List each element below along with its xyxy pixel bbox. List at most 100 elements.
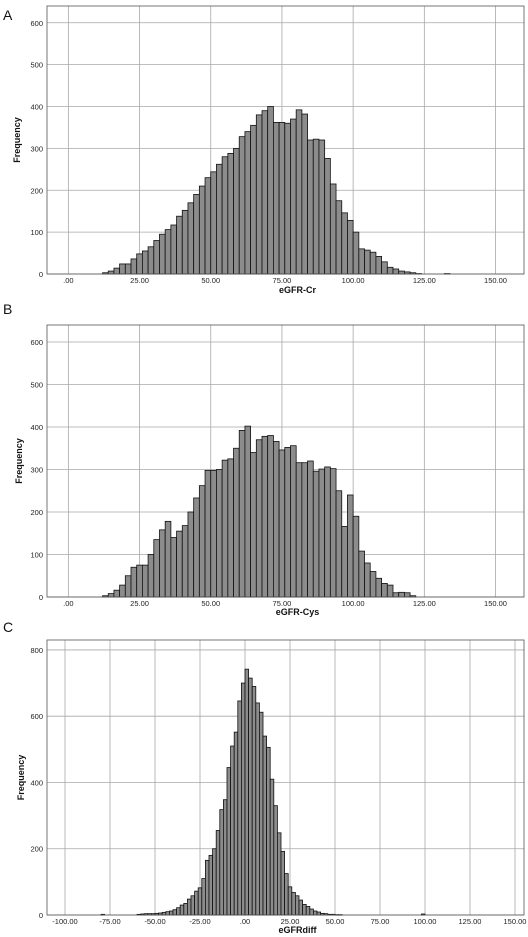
histogram-bar	[238, 429, 246, 598]
histogram-bar	[341, 526, 348, 598]
histogram-bar	[298, 899, 303, 916]
histogram-bar	[358, 550, 365, 598]
x-tick-label: 75.00	[273, 276, 292, 285]
y-tick-label: 800	[30, 646, 43, 655]
histogram-bar	[261, 435, 269, 598]
histogram-bar	[244, 131, 252, 275]
histogram-panel-a: A .00 25.00 50.00 75.00 100.00 125.00 150.00 0 10…	[3, 5, 525, 295]
plot-frame	[46, 5, 525, 275]
histogram-bar	[119, 263, 126, 275]
histogram-bar	[352, 515, 360, 598]
histogram-bar	[294, 895, 300, 916]
histogram-bar	[204, 469, 212, 598]
histogram-bar	[124, 263, 132, 275]
panel-label: B	[3, 301, 12, 317]
histogram-bar	[329, 468, 337, 598]
histogram-bar	[386, 266, 394, 275]
x-tick-label: .00	[63, 276, 73, 285]
x-tick-label: 25.00	[130, 599, 149, 608]
histogram-bar	[284, 873, 289, 916]
histogram-bar	[290, 445, 297, 598]
x-tick-label: 150.00	[484, 599, 507, 608]
histogram-bar	[164, 229, 172, 275]
histogram-bar	[347, 219, 354, 275]
histogram-bar	[266, 746, 271, 916]
histogram-bar	[212, 848, 217, 916]
y-axis-title: Frequency	[16, 755, 26, 801]
histogram-bar	[364, 249, 371, 275]
histogram-bar	[309, 908, 314, 916]
histogram-bar	[244, 668, 249, 916]
histogram-bar	[284, 446, 291, 598]
y-tick-label: 500	[30, 61, 43, 70]
histogram-bar	[141, 564, 149, 598]
histogram-bar	[324, 466, 331, 598]
x-tick-label: 100.00	[342, 276, 365, 285]
y-tick-label: 0	[39, 593, 43, 602]
histogram-bar	[369, 571, 377, 598]
histogram-bar	[176, 215, 183, 275]
x-axis-title: eGFRdiff	[279, 925, 318, 935]
histogram-bar	[267, 106, 274, 275]
histogram-bar	[278, 122, 286, 275]
histogram-bar	[272, 122, 280, 275]
histogram-bar	[226, 767, 231, 916]
histogram-bar	[381, 261, 388, 275]
histogram-bar	[398, 591, 405, 598]
histogram-bar	[392, 592, 400, 598]
histogram-bar	[187, 511, 195, 598]
histogram-bar	[375, 256, 383, 275]
histogram-bar	[244, 425, 252, 598]
histogram-bar	[233, 447, 240, 598]
histogram-bar	[179, 904, 185, 916]
y-tick-label: 0	[39, 270, 43, 279]
histogram-bar	[198, 485, 206, 598]
histogram-bar	[176, 907, 181, 916]
histogram-bar	[190, 895, 195, 916]
y-tick-label: 300	[30, 144, 43, 153]
histogram-bar	[250, 452, 257, 598]
histogram-bar	[227, 152, 234, 275]
histogram-bar	[147, 246, 155, 275]
histogram-bar	[153, 539, 160, 598]
histogram-bar	[295, 462, 303, 598]
histogram-bar	[295, 109, 303, 275]
y-tick-label: 600	[30, 338, 43, 347]
histogram-bar	[230, 745, 235, 916]
histogram-bar	[273, 805, 278, 916]
histogram-bar	[176, 530, 183, 598]
y-tick-label: 500	[30, 381, 43, 390]
histogram-bar	[210, 171, 217, 275]
histogram-bar	[194, 890, 199, 916]
histogram-bar	[301, 113, 308, 275]
histogram-bar	[181, 525, 189, 598]
plot-frame	[46, 639, 525, 916]
histogram-bar	[255, 702, 260, 916]
histogram-bar	[187, 202, 195, 275]
histogram-bar	[233, 731, 239, 916]
histogram-bar	[248, 677, 253, 916]
histogram-bar	[364, 562, 371, 598]
x-axis-title: eGFR-Cr	[279, 285, 316, 295]
y-tick-label: 400	[30, 778, 43, 787]
histogram-bar	[269, 778, 275, 916]
histogram-bar	[284, 122, 291, 275]
histogram-bar	[193, 194, 200, 275]
histogram-bar	[250, 124, 257, 275]
histogram-bar	[276, 832, 282, 916]
histogram-bar	[352, 231, 360, 275]
x-tick-label: 50.00	[201, 599, 220, 608]
x-tick-label: 125.00	[459, 917, 482, 926]
panel-label: C	[3, 619, 13, 635]
histogram-bar	[358, 248, 365, 275]
y-tick-label: 200	[30, 845, 43, 854]
histogram-bar	[221, 156, 229, 275]
x-axis-title: eGFR-Cys	[276, 607, 320, 617]
y-tick-label: 100	[30, 551, 43, 560]
histogram-bar	[280, 850, 285, 916]
histogram-bar	[141, 250, 149, 275]
x-tick-label: -25.00	[189, 917, 210, 926]
panel-label: A	[3, 7, 13, 23]
histogram-bar	[369, 251, 377, 275]
histogram-bar	[198, 185, 206, 275]
